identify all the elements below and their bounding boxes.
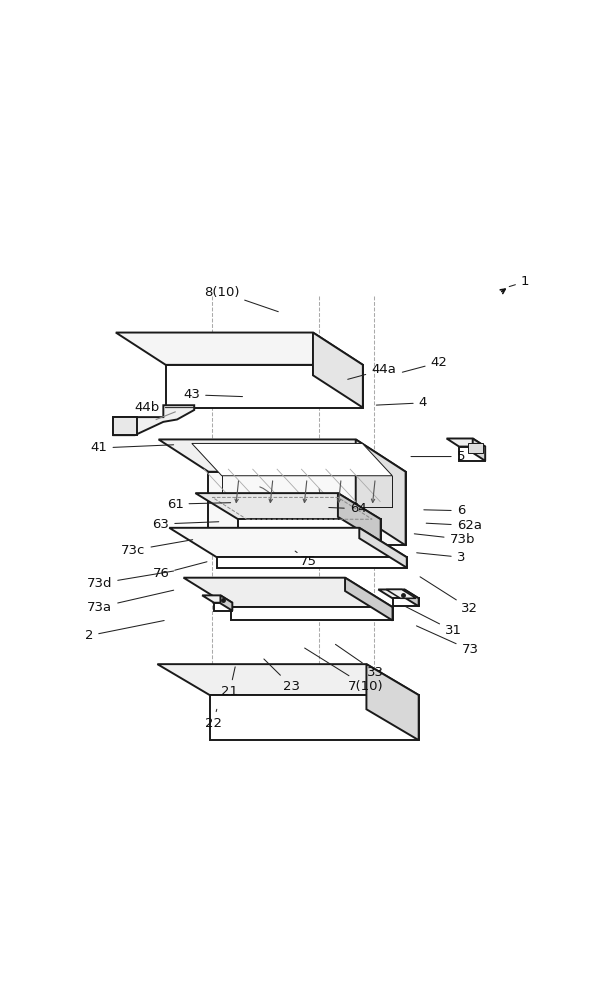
Text: 75: 75 bbox=[295, 551, 317, 568]
Polygon shape bbox=[405, 589, 419, 606]
Text: 73d: 73d bbox=[87, 571, 173, 590]
Polygon shape bbox=[473, 438, 485, 461]
Text: 64: 64 bbox=[329, 502, 367, 515]
Text: 63: 63 bbox=[153, 518, 219, 531]
Polygon shape bbox=[113, 417, 137, 435]
Polygon shape bbox=[208, 472, 406, 545]
Text: 76: 76 bbox=[153, 562, 207, 580]
Polygon shape bbox=[113, 405, 194, 435]
Text: 32: 32 bbox=[420, 577, 478, 615]
Polygon shape bbox=[217, 557, 407, 568]
Polygon shape bbox=[231, 607, 392, 620]
Polygon shape bbox=[210, 695, 419, 740]
Polygon shape bbox=[313, 333, 363, 408]
Text: 21: 21 bbox=[221, 667, 238, 698]
Text: 7(10): 7(10) bbox=[305, 648, 384, 693]
Polygon shape bbox=[345, 578, 392, 620]
Polygon shape bbox=[367, 664, 419, 740]
Polygon shape bbox=[166, 365, 363, 408]
Polygon shape bbox=[169, 528, 407, 557]
Text: 73b: 73b bbox=[414, 533, 475, 546]
Text: 2: 2 bbox=[85, 621, 164, 642]
Polygon shape bbox=[392, 598, 419, 606]
Polygon shape bbox=[214, 603, 232, 611]
Text: 62a: 62a bbox=[426, 519, 482, 532]
Polygon shape bbox=[378, 589, 419, 598]
Text: 43: 43 bbox=[183, 388, 243, 401]
Text: 5: 5 bbox=[411, 450, 465, 463]
Text: 31: 31 bbox=[405, 606, 462, 637]
Polygon shape bbox=[459, 447, 485, 461]
Polygon shape bbox=[447, 438, 485, 447]
Polygon shape bbox=[158, 664, 419, 695]
Text: 44b: 44b bbox=[134, 401, 209, 414]
Text: 3: 3 bbox=[417, 551, 465, 564]
Polygon shape bbox=[386, 589, 416, 598]
Polygon shape bbox=[356, 439, 406, 545]
Polygon shape bbox=[202, 595, 232, 603]
Polygon shape bbox=[221, 595, 232, 611]
Text: 41: 41 bbox=[91, 441, 173, 454]
Text: 73: 73 bbox=[416, 626, 478, 656]
Polygon shape bbox=[238, 519, 381, 543]
Polygon shape bbox=[338, 493, 381, 543]
Text: 44a: 44a bbox=[348, 363, 396, 379]
Polygon shape bbox=[196, 493, 381, 519]
Text: 73c: 73c bbox=[121, 540, 192, 557]
Text: 22: 22 bbox=[205, 709, 221, 730]
Text: 8(10): 8(10) bbox=[204, 286, 278, 312]
Polygon shape bbox=[359, 528, 407, 568]
Text: 61: 61 bbox=[167, 498, 230, 511]
Polygon shape bbox=[116, 333, 363, 365]
Polygon shape bbox=[159, 439, 406, 472]
Polygon shape bbox=[468, 443, 482, 453]
Text: 6: 6 bbox=[424, 504, 465, 517]
Text: 23: 23 bbox=[264, 659, 300, 693]
Text: 73a: 73a bbox=[87, 590, 173, 614]
Polygon shape bbox=[192, 443, 392, 476]
Text: 4: 4 bbox=[376, 396, 427, 409]
Text: 42: 42 bbox=[402, 356, 447, 372]
Polygon shape bbox=[183, 578, 392, 607]
Text: 1: 1 bbox=[509, 275, 529, 288]
Text: 33: 33 bbox=[335, 644, 384, 679]
